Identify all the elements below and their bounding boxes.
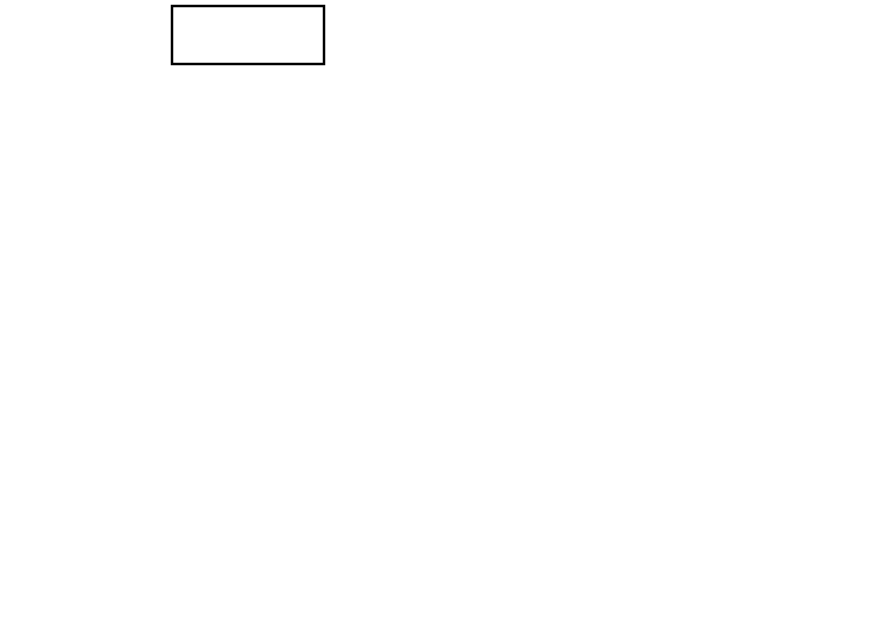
- client-header-box: [172, 6, 324, 64]
- background: [0, 0, 872, 637]
- sequence-diagram-canvas: [0, 0, 872, 637]
